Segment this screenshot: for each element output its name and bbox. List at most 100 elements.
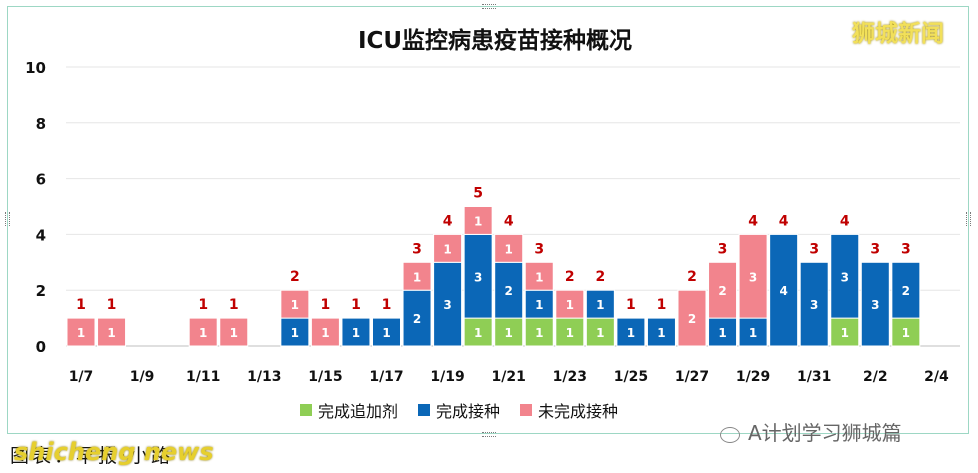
bar-segment-label: 1 bbox=[657, 326, 665, 340]
bar-total-label: 4 bbox=[504, 213, 514, 229]
x-tick-label: 1/11 bbox=[186, 369, 220, 385]
bar-total-label: 4 bbox=[779, 213, 789, 229]
bar-segment-label: 1 bbox=[291, 326, 299, 340]
bar-segment-label: 1 bbox=[77, 326, 85, 340]
bar-segment bbox=[402, 289, 432, 347]
bar-segment bbox=[860, 261, 890, 347]
bar-total-label: 1 bbox=[198, 297, 208, 313]
bar-segment bbox=[463, 206, 493, 235]
chart-caption: 图表：早报·小路 bbox=[10, 445, 174, 467]
resize-handle-left[interactable] bbox=[5, 212, 10, 226]
bar-segment-label: 1 bbox=[841, 326, 849, 340]
bar-total-label: 4 bbox=[443, 213, 453, 229]
resize-handle-bottom[interactable] bbox=[482, 432, 496, 437]
bar-segment-label: 1 bbox=[230, 326, 238, 340]
bar-segment-label: 3 bbox=[841, 270, 849, 284]
bar-total-label: 3 bbox=[901, 241, 911, 257]
bar-segment bbox=[677, 289, 707, 347]
bar-total-label: 2 bbox=[565, 269, 575, 285]
legend-swatch-incomplete bbox=[520, 404, 533, 416]
bar-total-label: 3 bbox=[718, 241, 728, 257]
bar-segment bbox=[708, 261, 738, 319]
bar-segment-label: 1 bbox=[474, 214, 482, 228]
bar-segment-label: 1 bbox=[535, 298, 543, 312]
bar-segment bbox=[188, 317, 218, 347]
x-tick-label: 1/25 bbox=[614, 369, 648, 385]
y-tick-label: 6 bbox=[36, 171, 46, 189]
bar-total-label: 4 bbox=[748, 213, 758, 229]
bar-segment bbox=[738, 233, 768, 319]
bar-segment-label: 3 bbox=[871, 298, 879, 312]
bar-segment-label: 1 bbox=[718, 326, 726, 340]
bar-total-label: 1 bbox=[76, 297, 86, 313]
wechat-icon bbox=[720, 426, 740, 443]
bar-total-label: 1 bbox=[351, 297, 361, 313]
bar-segment-label: 2 bbox=[688, 312, 696, 326]
bar-segment bbox=[799, 261, 829, 347]
news-watermark: shicheng news bbox=[14, 438, 214, 466]
bar-segment bbox=[585, 289, 615, 319]
x-tick-label: 1/7 bbox=[69, 369, 94, 385]
x-tick-label: 1/31 bbox=[797, 369, 831, 385]
bar-segment bbox=[66, 317, 96, 347]
bar-segment bbox=[769, 233, 799, 347]
legend-item-incomplete: 未完成接种 bbox=[520, 398, 618, 422]
bar-segment bbox=[830, 317, 860, 347]
bar-segment bbox=[555, 289, 585, 319]
bar-segment bbox=[524, 261, 554, 291]
bar-segment-label: 1 bbox=[107, 326, 115, 340]
legend-item-booster: 完成追加剂 bbox=[300, 398, 398, 422]
bar-segment-label: 1 bbox=[627, 326, 635, 340]
brand-watermark: 狮城新闻 bbox=[852, 21, 944, 47]
bar-total-label: 3 bbox=[412, 241, 422, 257]
bar-segment-label: 1 bbox=[566, 298, 574, 312]
bar-segment-label: 1 bbox=[566, 326, 574, 340]
bar-total-label: 3 bbox=[534, 241, 544, 257]
bar-segment-label: 3 bbox=[810, 298, 818, 312]
bar-total-label: 1 bbox=[229, 297, 239, 313]
bar-segment bbox=[830, 233, 860, 319]
legend: 完成追加剂 完成接种 未完成接种 bbox=[300, 398, 618, 422]
resize-handle-right[interactable] bbox=[966, 212, 971, 226]
bar-segment-label: 1 bbox=[596, 298, 604, 312]
bar-segment bbox=[310, 317, 340, 347]
source-label: A计划学习狮城篇 bbox=[748, 421, 902, 445]
bar-total-label: 2 bbox=[290, 269, 300, 285]
x-tick-label: 1/23 bbox=[553, 369, 587, 385]
legend-swatch-complete bbox=[418, 404, 431, 416]
bar-segment-label: 1 bbox=[596, 326, 604, 340]
x-tick-label: 1/27 bbox=[675, 369, 709, 385]
bar-segment-label: 2 bbox=[505, 284, 513, 298]
x-tick-label: 1/21 bbox=[492, 369, 526, 385]
bar-segment bbox=[372, 317, 401, 347]
legend-item-complete: 完成接种 bbox=[418, 398, 500, 422]
bar-segment-label: 1 bbox=[474, 326, 482, 340]
bar-segment bbox=[341, 317, 371, 347]
y-tick-label: 10 bbox=[25, 59, 46, 77]
bar-total-label: 3 bbox=[870, 241, 880, 257]
bar-segment bbox=[891, 317, 921, 347]
bar-segment bbox=[555, 317, 585, 347]
bar-segment bbox=[433, 261, 463, 347]
bar-segment bbox=[494, 261, 524, 319]
bar-segment-label: 1 bbox=[535, 270, 543, 284]
bar-segment bbox=[616, 317, 646, 347]
y-tick-label: 4 bbox=[36, 226, 46, 244]
bar-segment bbox=[891, 261, 921, 319]
bar-segment-label: 1 bbox=[321, 326, 329, 340]
bar-segment bbox=[433, 233, 463, 263]
bar-segment bbox=[97, 317, 127, 347]
chart-frame bbox=[7, 6, 969, 434]
bar-segment-label: 1 bbox=[199, 326, 207, 340]
bar-segment bbox=[219, 317, 249, 347]
bar-total-label: 2 bbox=[595, 269, 605, 285]
bar-total-label: 2 bbox=[687, 269, 697, 285]
y-tick-label: 8 bbox=[36, 115, 46, 133]
bar-segment bbox=[524, 289, 554, 319]
bar-segment-label: 4 bbox=[779, 284, 787, 298]
y-tick-label: 2 bbox=[36, 282, 46, 300]
bar-segment bbox=[280, 317, 310, 347]
bar-total-label: 3 bbox=[809, 241, 819, 257]
resize-handle-top[interactable] bbox=[482, 4, 496, 9]
